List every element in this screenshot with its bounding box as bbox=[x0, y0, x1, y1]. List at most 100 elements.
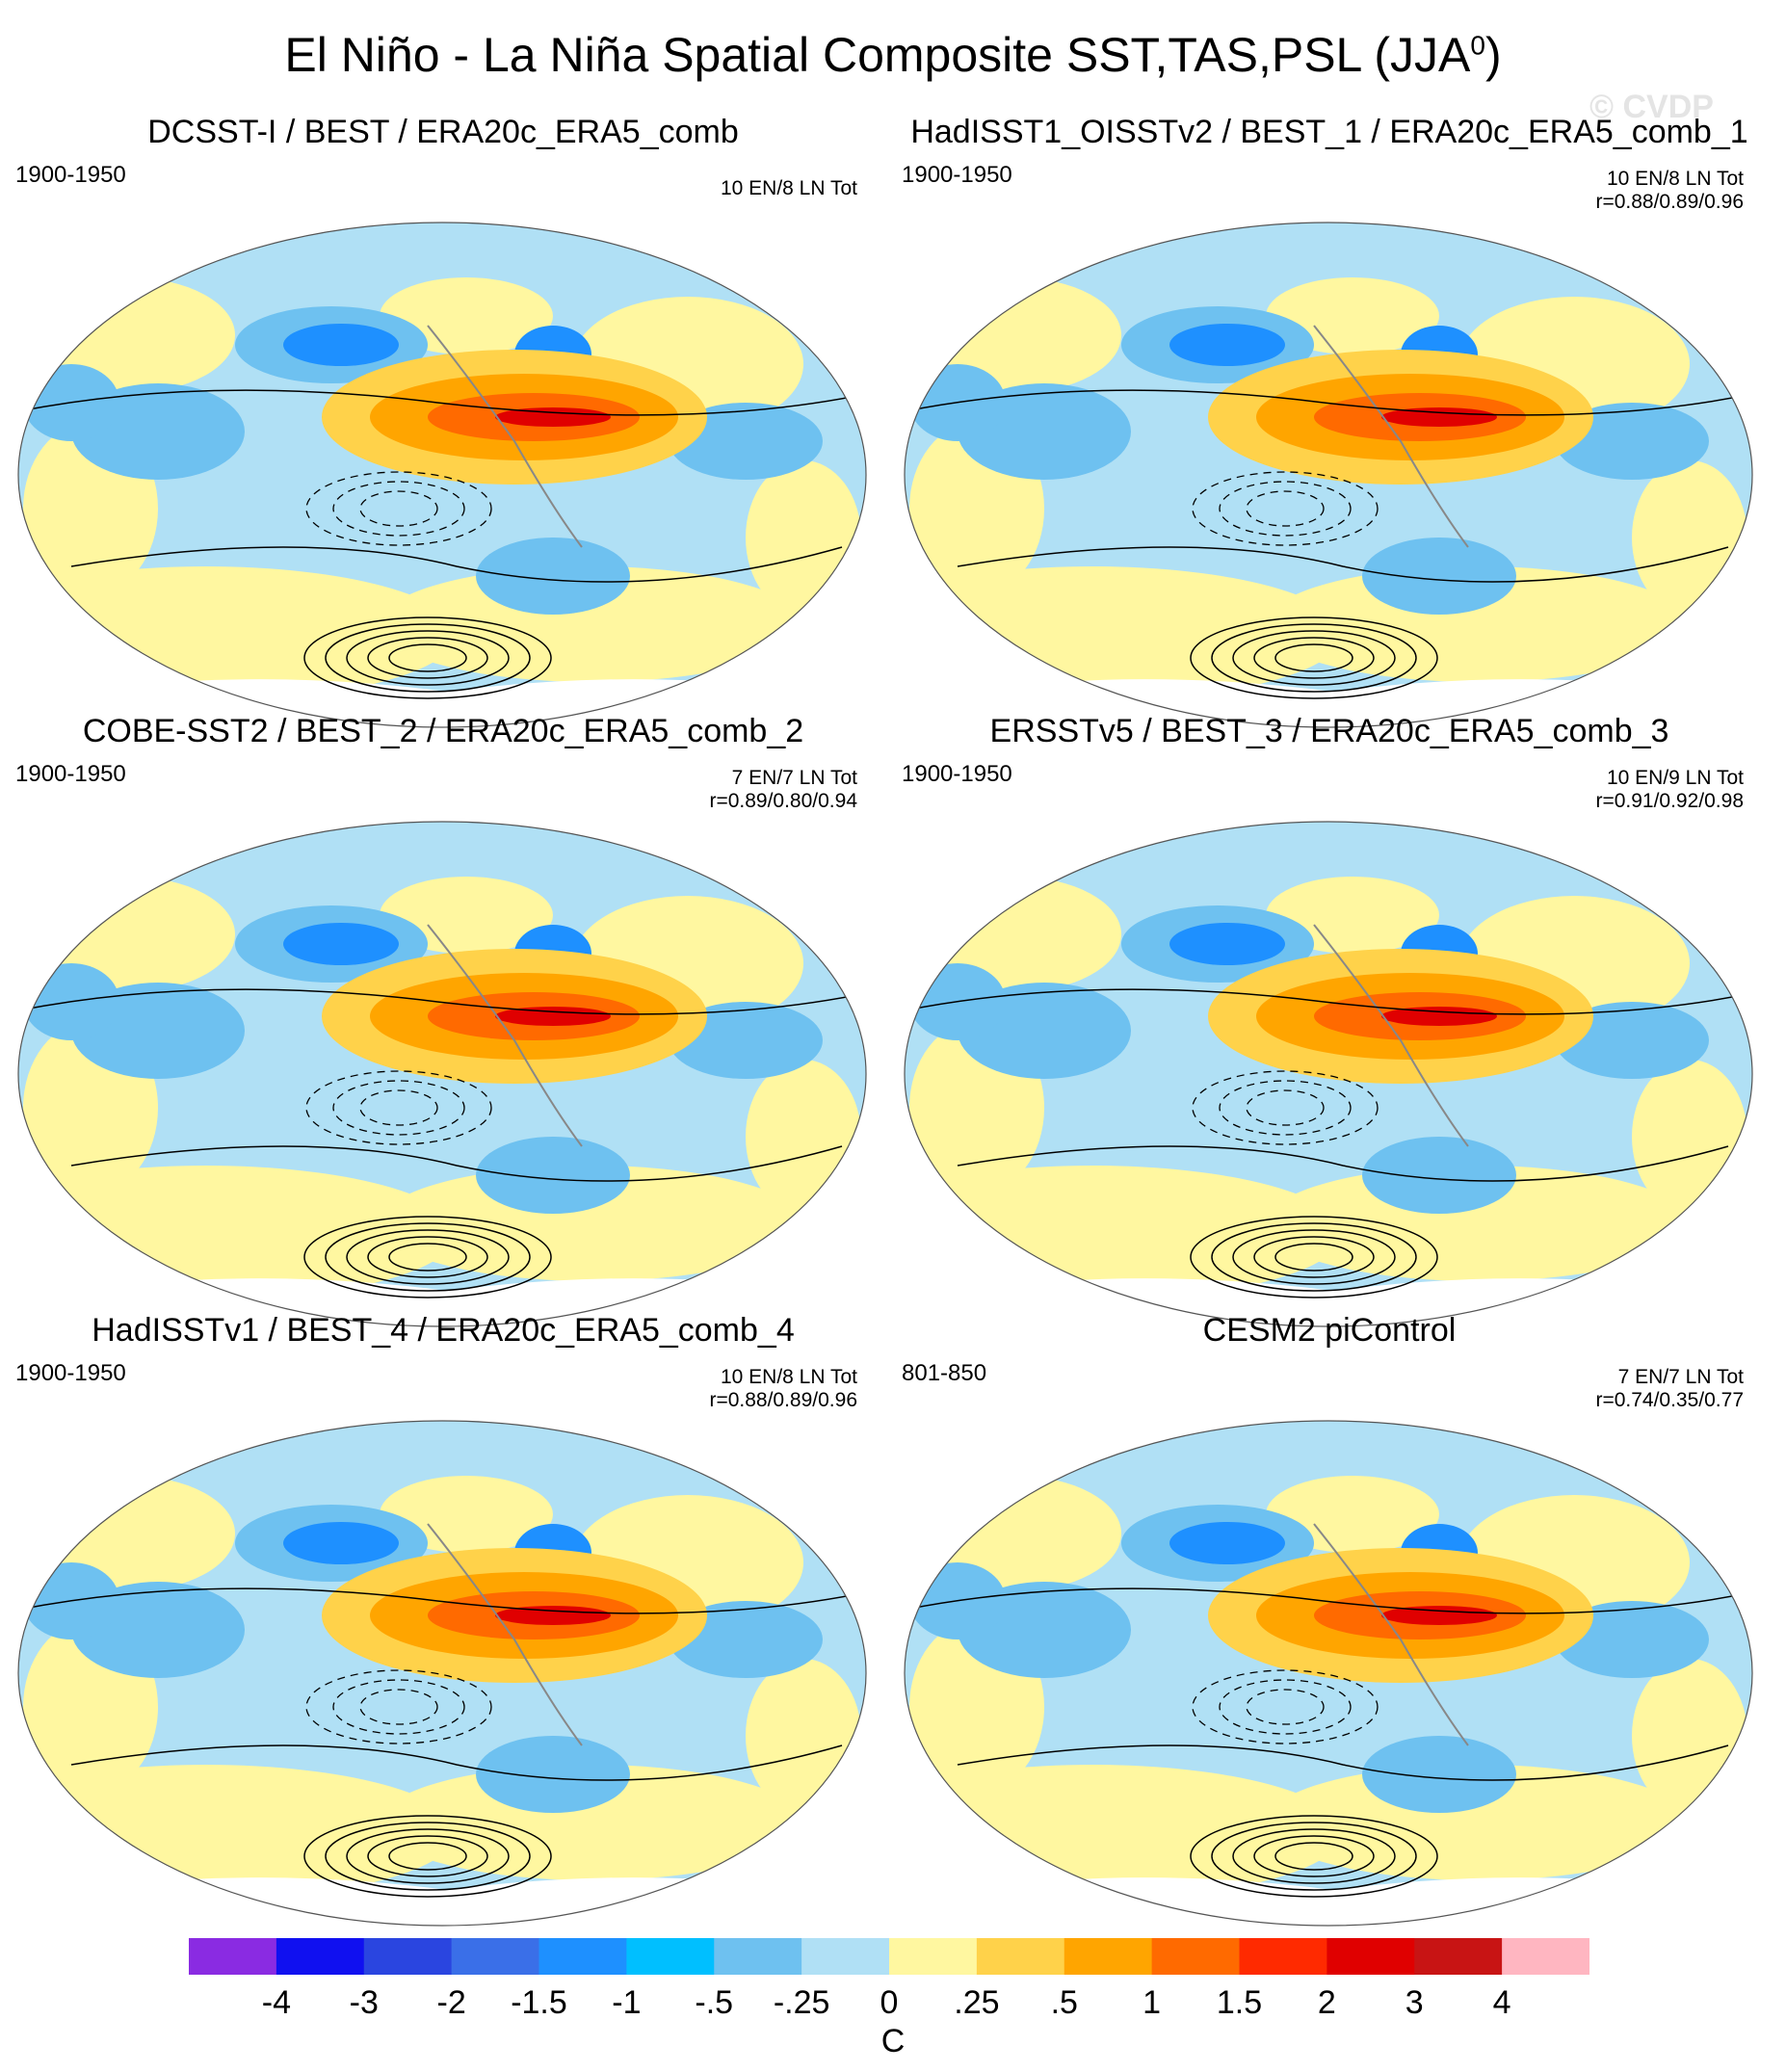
panel-years: 1900-1950 bbox=[15, 162, 126, 188]
psl-contour-zero bbox=[905, 389, 1752, 416]
colorbar-swatch bbox=[451, 1938, 539, 1975]
coastline bbox=[1313, 1523, 1469, 1746]
robinson-map bbox=[17, 222, 867, 728]
psl-contour-positive bbox=[325, 1222, 531, 1292]
map-outline bbox=[904, 821, 1753, 1327]
map-panel-3: COBE-SST2 / BEST_2 / ERA20c_ERA5_comb_2 … bbox=[0, 713, 867, 1327]
psl-contour-positive bbox=[1274, 1243, 1353, 1272]
psl-contour-positive bbox=[1190, 616, 1438, 699]
psl-contour-zero bbox=[957, 1145, 1729, 1182]
psl-contour-positive bbox=[1253, 637, 1375, 679]
cool-anomaly-patch bbox=[1555, 1601, 1709, 1678]
map-outline bbox=[904, 222, 1753, 728]
cold-anomaly-patch bbox=[1169, 1522, 1285, 1564]
psl-contour-negative bbox=[1219, 481, 1352, 537]
colorbar-swatch bbox=[1502, 1938, 1589, 1975]
cool-anomaly-patch bbox=[669, 403, 823, 480]
colorbar-unit: C bbox=[880, 2023, 906, 2059]
psl-contour-positive bbox=[1190, 1815, 1438, 1898]
warm-anomaly-patch bbox=[1632, 1659, 1747, 1813]
cool-anomaly-patch bbox=[476, 538, 630, 615]
cool-anomaly-patch bbox=[1555, 1002, 1709, 1079]
psl-contour-negative bbox=[1192, 471, 1379, 546]
psl-contour-positive bbox=[1253, 1236, 1375, 1278]
coastline bbox=[1313, 924, 1469, 1147]
cool-anomaly-patch bbox=[476, 1137, 630, 1214]
psl-contour-positive bbox=[1274, 1842, 1353, 1871]
colorbar-swatch bbox=[1064, 1938, 1153, 1975]
cool-anomaly-patch bbox=[1555, 403, 1709, 480]
cool-anomaly-patch bbox=[1362, 1736, 1516, 1813]
panel-event-count: 10 EN/8 LN Tot bbox=[720, 177, 857, 199]
colorbar-swatch bbox=[276, 1938, 365, 1975]
psl-contour-negative bbox=[1219, 1080, 1352, 1136]
cool-anomaly-patch bbox=[669, 1002, 823, 1079]
psl-contour-positive bbox=[1190, 1216, 1438, 1298]
panel-title: CESM2 piControl bbox=[1202, 1312, 1457, 1349]
psl-contour-negative bbox=[1219, 1679, 1352, 1735]
cool-anomaly-patch bbox=[1362, 538, 1516, 615]
figure-title-superscript: 0 bbox=[1470, 30, 1485, 61]
panel-title: HadISST1_OISSTv2 / BEST_1 / ERA20c_ERA5_… bbox=[910, 114, 1748, 150]
panel-title: ERSSTv5 / BEST_3 / ERA20c_ERA5_comb_3 bbox=[989, 713, 1669, 749]
colorbar-tick-label: -3 bbox=[349, 1984, 379, 2021]
psl-contour-negative bbox=[305, 1070, 492, 1145]
psl-contour-positive bbox=[303, 1216, 552, 1298]
map-field bbox=[905, 223, 1752, 727]
map-panel-6: CESM2 piControl 801-850 7 EN/7 LN Tot r=… bbox=[886, 1312, 1753, 1927]
cold-anomaly-patch bbox=[283, 923, 399, 965]
psl-contour-positive bbox=[325, 1822, 531, 1891]
cool-anomaly-patch bbox=[476, 1736, 630, 1813]
psl-contour-positive bbox=[346, 1828, 510, 1884]
psl-contour-positive bbox=[367, 1236, 488, 1278]
enso-warm-core bbox=[495, 1007, 611, 1026]
panel-event-count: 7 EN/7 LN Tot bbox=[1617, 1366, 1744, 1388]
map-panel-1: DCSST-I / BEST / ERA20c_ERA5_comb 1900-1… bbox=[0, 114, 867, 728]
colorbar-tick-label: 2 bbox=[1317, 1984, 1336, 2021]
colorbar-tick-label: 1.5 bbox=[1216, 1984, 1263, 2021]
psl-contour-positive bbox=[1232, 630, 1396, 686]
psl-contour-negative bbox=[332, 1080, 465, 1136]
figure-title-close: ) bbox=[1484, 28, 1502, 82]
colorbar-swatch bbox=[363, 1938, 453, 1975]
psl-contour-zero bbox=[70, 1145, 843, 1182]
psl-contour-positive bbox=[303, 1815, 552, 1898]
panel-correlation: r=0.91/0.92/0.98 bbox=[1595, 790, 1744, 812]
warm-anomaly-patch bbox=[746, 1659, 861, 1813]
panel-correlation: r=0.74/0.35/0.77 bbox=[1595, 1389, 1744, 1411]
colorbar-tick-label: -4 bbox=[261, 1984, 291, 2021]
psl-contour-negative bbox=[1246, 1689, 1325, 1725]
psl-contour-negative bbox=[305, 1669, 492, 1744]
panel-event-count: 7 EN/7 LN Tot bbox=[731, 767, 857, 789]
robinson-map bbox=[904, 1420, 1753, 1927]
colorbar-swatch bbox=[1239, 1938, 1327, 1975]
colorbar-tick-label: 1 bbox=[1143, 1984, 1162, 2021]
colorbar-swatch bbox=[1414, 1938, 1503, 1975]
map-panel-5: HadISSTv1 / BEST_4 / ERA20c_ERA5_comb_4 … bbox=[0, 1312, 867, 1927]
coastline bbox=[427, 1523, 583, 1746]
psl-contour-negative bbox=[332, 1679, 465, 1735]
colorbar-tick-label: -.25 bbox=[773, 1984, 830, 2021]
psl-contour-negative bbox=[1192, 1669, 1379, 1744]
map-field bbox=[18, 223, 866, 727]
colorbar-swatch bbox=[976, 1938, 1065, 1975]
map-field bbox=[905, 1421, 1752, 1926]
colorbar-swatch bbox=[1326, 1938, 1415, 1975]
psl-contour-zero bbox=[18, 1587, 866, 1614]
map-panel-4: ERSSTv5 / BEST_3 / ERA20c_ERA5_comb_3 19… bbox=[886, 713, 1753, 1327]
colorbar-tick-label: 3 bbox=[1405, 1984, 1424, 2021]
psl-contour-positive bbox=[1274, 643, 1353, 672]
warm-anomaly-patch bbox=[746, 460, 861, 615]
psl-contour-zero bbox=[957, 546, 1729, 583]
cold-anomaly-patch bbox=[1169, 923, 1285, 965]
psl-contour-zero bbox=[905, 1587, 1752, 1614]
colorbar-swatch bbox=[538, 1938, 627, 1975]
panel-event-count: 10 EN/8 LN Tot bbox=[1606, 168, 1744, 190]
panel-correlation: r=0.88/0.89/0.96 bbox=[709, 1389, 857, 1411]
enso-warm-core bbox=[495, 407, 611, 427]
colorbar-tick-label: 0 bbox=[880, 1984, 899, 2021]
coastline bbox=[1313, 325, 1469, 548]
psl-contour-zero bbox=[957, 1744, 1729, 1781]
psl-contour-zero bbox=[905, 988, 1752, 1015]
panel-title: HadISSTv1 / BEST_4 / ERA20c_ERA5_comb_4 bbox=[92, 1312, 795, 1349]
